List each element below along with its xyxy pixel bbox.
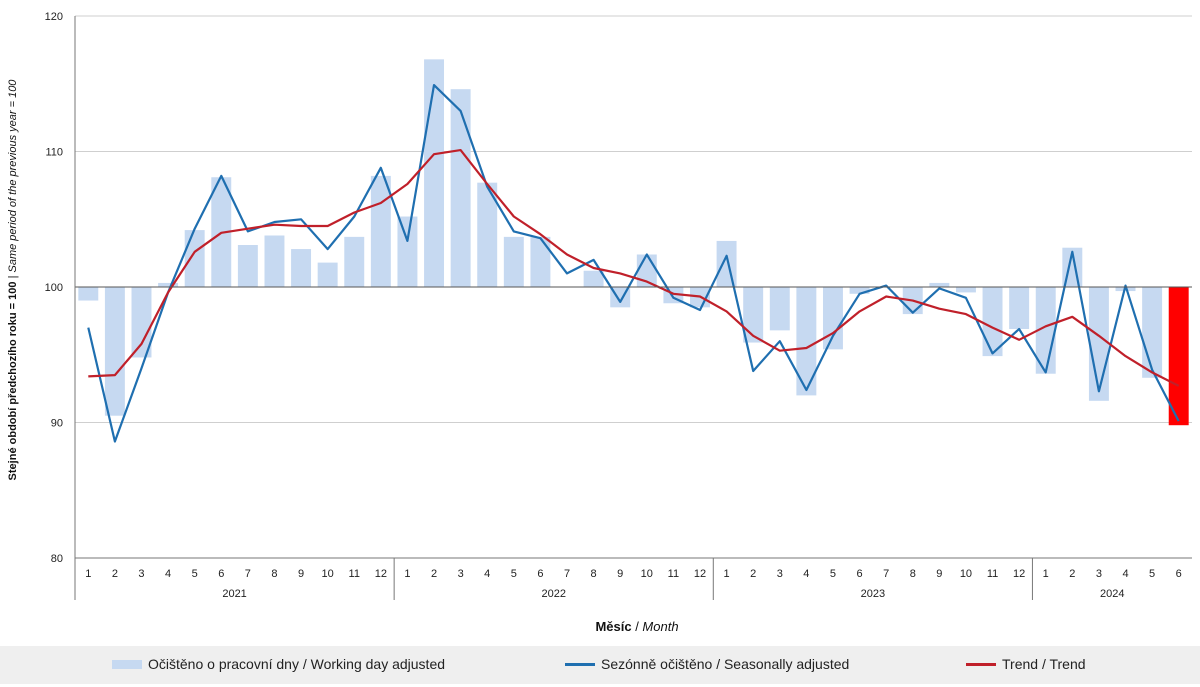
bar (78, 287, 99, 301)
x-tick-label-month: 6 (1176, 568, 1182, 580)
legend-swatch-trend (966, 662, 996, 666)
bar (158, 282, 179, 287)
x-tick-label-month: 2 (112, 568, 118, 580)
x-tick-label-month: 1 (724, 568, 730, 580)
x-axis-title: Měsíc / Month (595, 619, 678, 634)
x-tick-label-month: 4 (803, 568, 809, 580)
bar (317, 262, 338, 287)
x-tick-label-month: 4 (484, 568, 490, 580)
legend-label-trend: Trend / Trend (1002, 656, 1086, 672)
x-tick-label-month: 8 (591, 568, 597, 580)
x-tick-label-month: 12 (375, 568, 387, 580)
x-tick-label-year: 2021 (222, 588, 246, 600)
bar (716, 240, 737, 287)
bar (184, 230, 205, 287)
x-tick-label-month: 12 (1013, 568, 1025, 580)
x-tick-label-month: 7 (245, 568, 251, 580)
bar (982, 287, 1003, 357)
bar (1142, 287, 1163, 378)
y-axis-title: Stejné období předchozího roku = 100 | S… (7, 79, 19, 481)
x-tick-label-month: 1 (1043, 568, 1049, 580)
x-tick-label-month: 4 (1122, 568, 1128, 580)
bar (424, 59, 445, 287)
y-tick-label: 80 (51, 553, 63, 565)
bar (477, 182, 498, 287)
bar (131, 287, 152, 358)
bar (1088, 287, 1109, 401)
bar (796, 287, 817, 396)
x-tick-label-month: 6 (218, 568, 224, 580)
bar (530, 236, 551, 287)
x-tick-label-month: 2 (1069, 568, 1075, 580)
legend-label-seasonal: Sezónně očištěno / Seasonally adjusted (601, 656, 850, 672)
x-tick-label-month: 3 (1096, 568, 1102, 580)
x-tick-label-month: 9 (617, 568, 623, 580)
bar (264, 235, 285, 287)
x-tick-label-month: 11 (349, 568, 360, 580)
x-tick-label-month: 5 (511, 568, 517, 580)
legend-item-trend: Trend / Trend (966, 656, 1086, 672)
x-tick-label-month: 7 (883, 568, 889, 580)
x-tick-label-month: 9 (298, 568, 304, 580)
bar (743, 287, 764, 343)
x-tick-label-month: 10 (641, 568, 653, 580)
legend: Očištěno o pracovní dny / Working day ad… (0, 646, 1200, 684)
bar (370, 175, 391, 287)
y-tick-label: 120 (45, 11, 63, 23)
x-tick-label-month: 5 (830, 568, 836, 580)
x-tick-label-year: 2023 (861, 588, 885, 600)
x-tick-label-year: 2024 (1100, 588, 1124, 600)
bar (291, 249, 312, 287)
line-series (87, 83, 1180, 443)
bar (822, 287, 843, 350)
legend-label-working-day: Očištěno o pracovní dny / Working day ad… (148, 656, 446, 672)
bar (397, 216, 418, 287)
x-tick-label-month: 2 (431, 568, 437, 580)
bar (237, 244, 258, 287)
bar-series (78, 59, 1189, 426)
bar (104, 287, 125, 416)
bar (344, 236, 365, 287)
bar (503, 236, 524, 287)
bar (583, 270, 604, 287)
x-tick-label-month: 5 (1149, 568, 1155, 580)
bar (849, 287, 870, 294)
bar (450, 89, 471, 287)
y-tick-label: 100 (45, 282, 63, 294)
bar (769, 287, 790, 331)
x-tick-label-year: 2022 (541, 588, 565, 600)
x-tick-label-month: 6 (856, 568, 862, 580)
legend-item-working-day: Očištěno o pracovní dny / Working day ad… (112, 656, 445, 672)
line-trend (88, 149, 1180, 387)
x-tick-label-month: 11 (668, 568, 679, 580)
legend-swatch-bar (112, 659, 142, 669)
x-tick-label-month: 8 (271, 568, 277, 580)
x-tick-label-month: 12 (694, 568, 706, 580)
x-tick-label-month: 1 (404, 568, 410, 580)
x-tick-label-month: 9 (936, 568, 942, 580)
x-tick-label-month: 2 (750, 568, 756, 580)
x-tick-label-month: 4 (165, 568, 171, 580)
x-tick-label-month: 3 (458, 568, 464, 580)
bar (929, 282, 950, 287)
y-tick-label: 110 (45, 147, 63, 159)
x-tick-label-month: 3 (777, 568, 783, 580)
bar (955, 287, 976, 293)
x-tick-label-month: 5 (192, 568, 198, 580)
x-tick-label-month: 10 (322, 568, 334, 580)
x-tick-label-month: 6 (537, 568, 543, 580)
legend-swatch-seasonal (565, 662, 595, 666)
bar-highlight (1168, 287, 1189, 426)
x-tick-label-month: 7 (564, 568, 570, 580)
x-tick-label-month: 10 (960, 568, 972, 580)
x-tick-label-month: 1 (85, 568, 91, 580)
legend-item-seasonal: Sezónně očištěno / Seasonally adjusted (565, 656, 849, 672)
x-tick-label-month: 11 (987, 568, 998, 580)
x-tick-label-month: 3 (138, 568, 144, 580)
x-tick-label-month: 8 (910, 568, 916, 580)
bar (1009, 287, 1030, 330)
y-tick-label: 90 (51, 418, 63, 430)
